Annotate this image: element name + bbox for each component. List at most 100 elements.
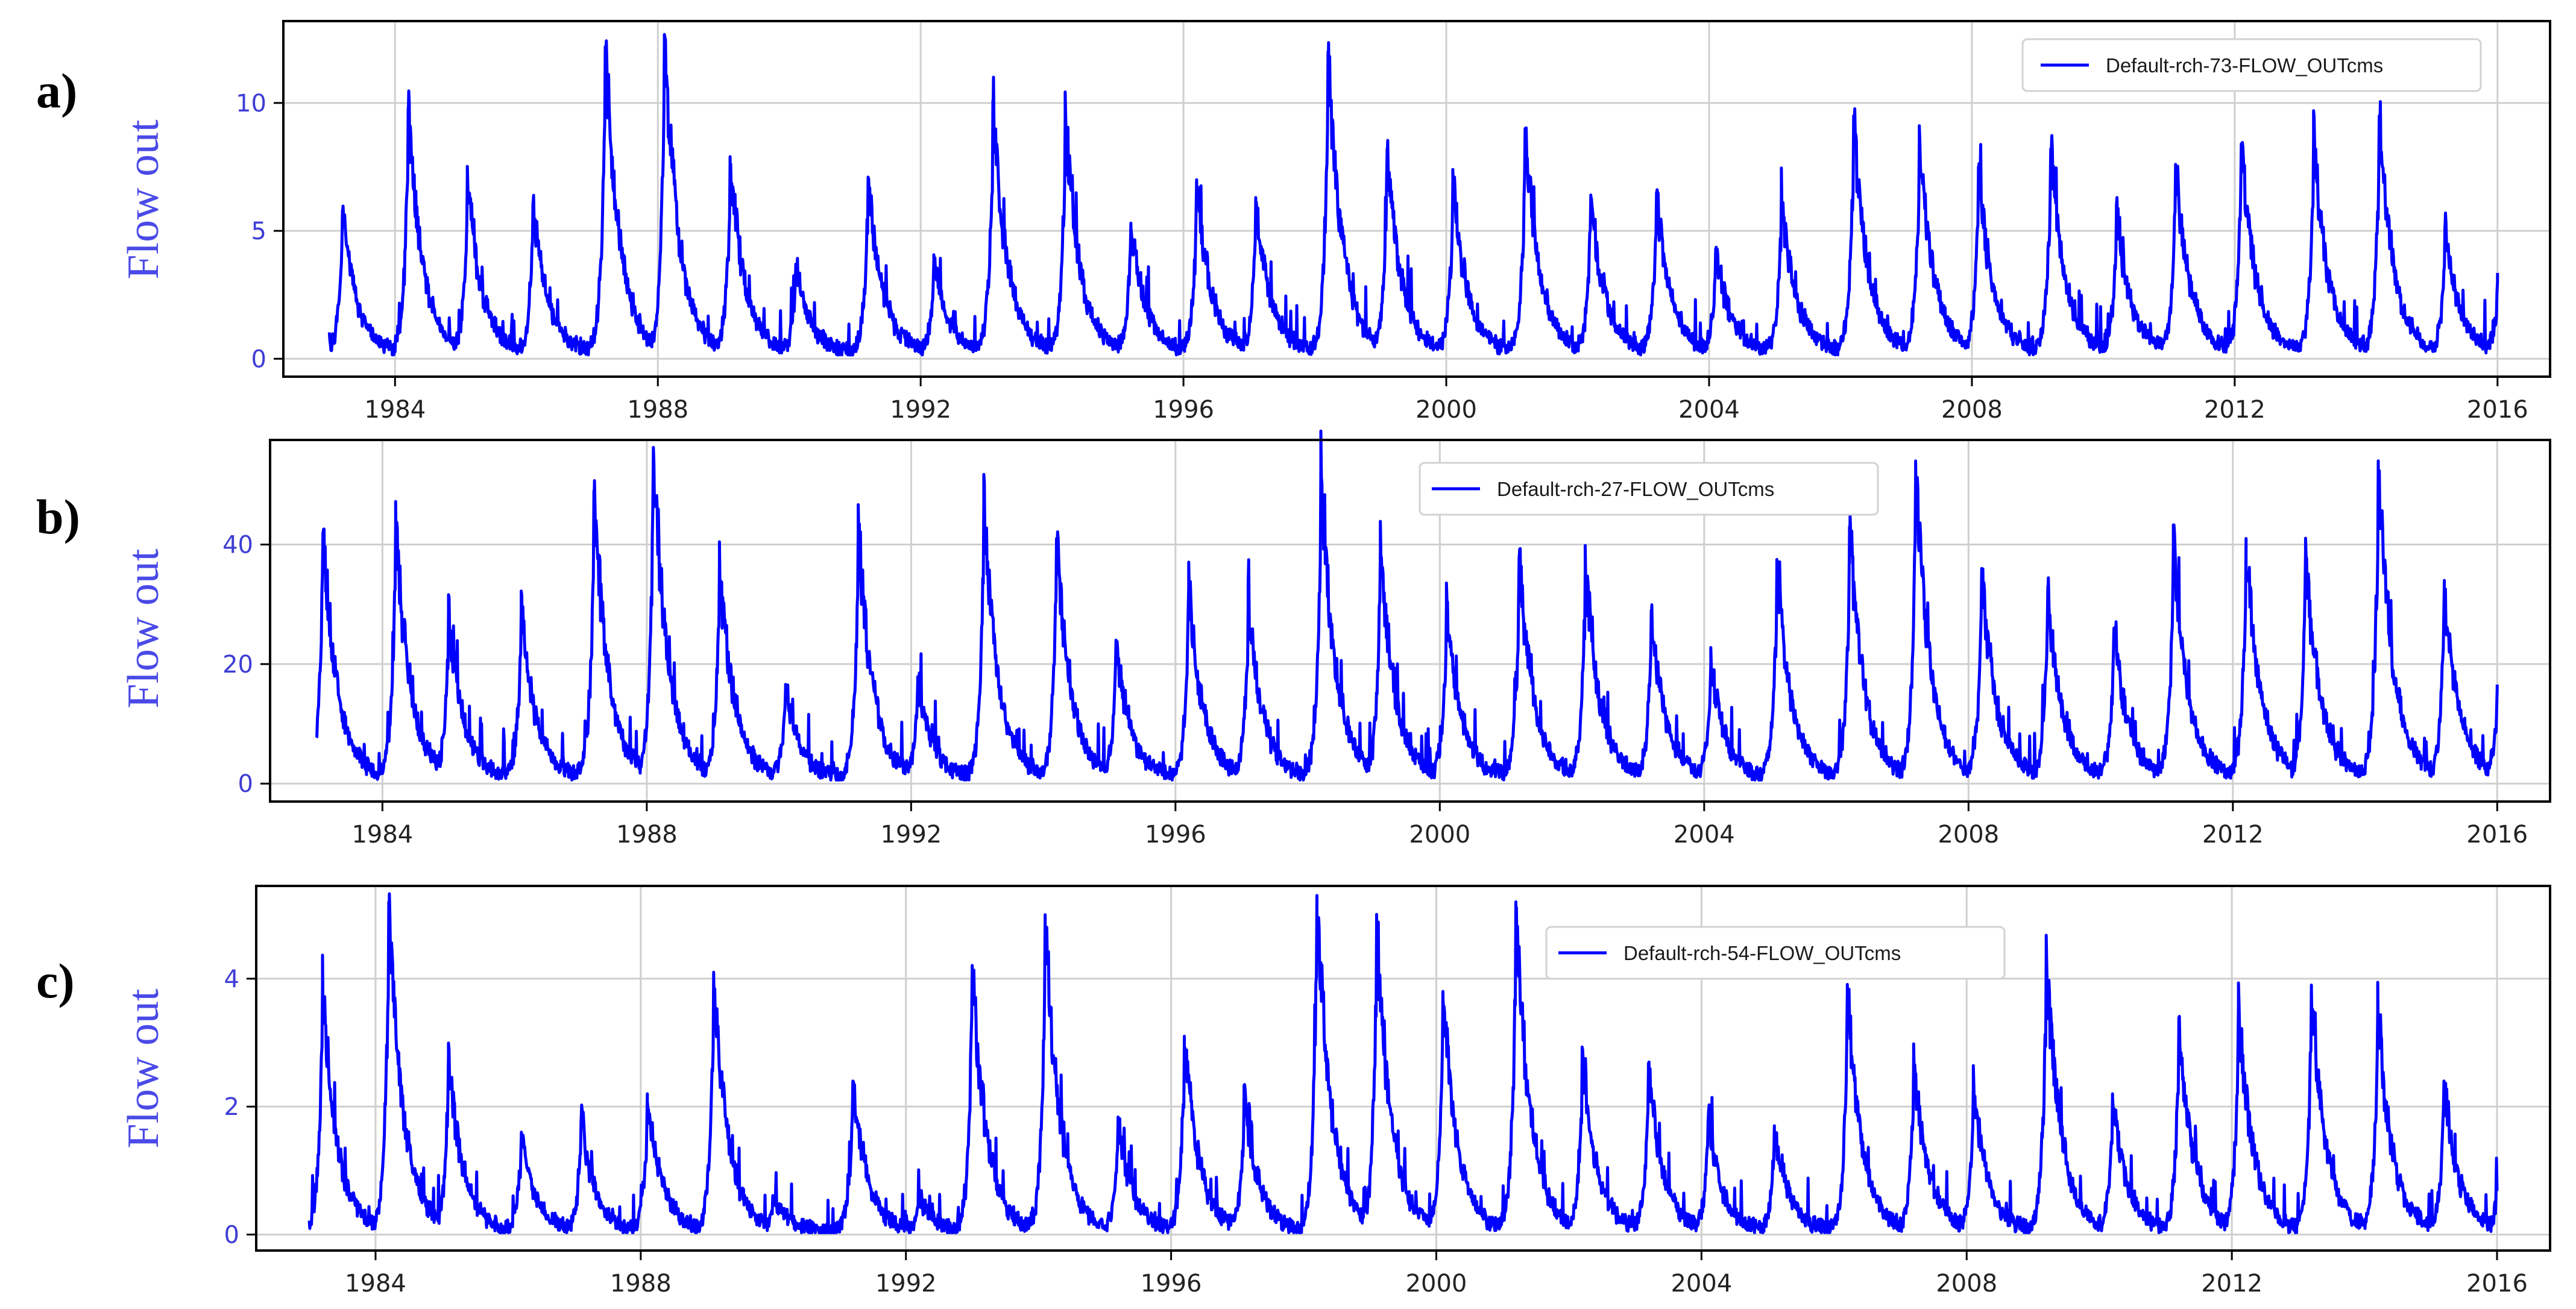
data-point xyxy=(1972,1086,1974,1088)
y-tick-label: 0 xyxy=(238,770,253,798)
data-point xyxy=(852,1080,854,1082)
data-point xyxy=(604,45,606,48)
x-tick-label: 2016 xyxy=(2466,1270,2528,1298)
data-point xyxy=(2313,135,2315,137)
data-point xyxy=(2240,143,2243,145)
data-point xyxy=(1379,549,1382,551)
data-point xyxy=(1056,538,1058,540)
data-point xyxy=(663,35,666,37)
x-tick-label: 2016 xyxy=(2466,821,2528,849)
series-line xyxy=(307,892,2499,1234)
x-tick-label: 2004 xyxy=(1678,396,1740,424)
data-point xyxy=(2443,1080,2445,1082)
data-point xyxy=(992,99,994,102)
data-point xyxy=(1514,901,1517,903)
legend-box xyxy=(2021,38,2482,92)
data-point xyxy=(388,901,390,903)
data-point xyxy=(2045,952,2047,954)
data-point xyxy=(2237,1003,2240,1005)
data-point xyxy=(1195,178,1198,181)
data-point xyxy=(2115,209,2118,212)
data-point xyxy=(1044,914,1047,916)
x-tick-label: 2012 xyxy=(2201,1270,2263,1298)
data-point xyxy=(1115,639,1117,641)
data-point xyxy=(918,1195,921,1198)
legend-box xyxy=(1419,462,1879,516)
data-point xyxy=(1524,127,1526,130)
data-point xyxy=(1710,663,1712,665)
data-point xyxy=(520,1131,523,1134)
series-line xyxy=(315,429,2499,782)
data-point xyxy=(1915,472,1917,474)
data-point xyxy=(1183,1035,1186,1037)
x-tick-label: 2004 xyxy=(1674,821,1735,849)
y-axis-label: Flow out xyxy=(119,548,168,709)
data-point xyxy=(1064,115,1066,117)
x-tick-label: 1992 xyxy=(875,1270,937,1298)
data-point xyxy=(1647,1067,1649,1069)
series-line xyxy=(327,33,2499,357)
data-point xyxy=(646,1093,649,1095)
data-point xyxy=(532,201,534,204)
data-point xyxy=(2310,984,2313,987)
x-tick-label: 1984 xyxy=(364,396,426,424)
x-tick-label: 2008 xyxy=(1941,396,2003,424)
data-point xyxy=(971,965,974,967)
data-point xyxy=(2178,1022,2180,1025)
x-tick-label: 2000 xyxy=(1409,821,1470,849)
y-tick-label: 4 xyxy=(224,965,239,993)
x-tick-label: 2000 xyxy=(1406,1270,1467,1298)
x-tick-label: 1988 xyxy=(627,396,688,424)
data-point xyxy=(867,176,869,178)
data-point xyxy=(1581,1054,1583,1056)
data-point xyxy=(1243,1093,1245,1095)
y-tick-label: 2 xyxy=(224,1093,239,1121)
data-point xyxy=(2443,579,2446,582)
data-point xyxy=(1386,148,1388,150)
panel-label: c) xyxy=(36,953,75,1008)
x-tick-label: 2008 xyxy=(1936,1270,1997,1298)
data-point xyxy=(1650,609,1652,612)
data-point xyxy=(2050,148,2052,150)
y-tick-label: 40 xyxy=(222,532,253,559)
y-tick-label: 0 xyxy=(251,345,266,373)
data-point xyxy=(1584,567,1587,570)
x-tick-label: 2012 xyxy=(2204,396,2266,424)
plot-area: 1984 1988 1992 1996 2000 2004 2008 2012 2016 0 20 4… xyxy=(222,429,2551,849)
data-point xyxy=(520,609,523,612)
data-point xyxy=(466,176,468,178)
x-tick-label: 2000 xyxy=(1416,396,1477,424)
data-point xyxy=(593,489,595,492)
x-tick-label: 2012 xyxy=(2202,821,2264,849)
panel-a: a) Flow out 1984 1988 1992 1996 2000 2004 2008… xyxy=(36,20,2551,424)
legend-box xyxy=(1545,926,2006,980)
data-point xyxy=(857,526,860,528)
x-tick-label: 1988 xyxy=(610,1270,672,1298)
x-tick-label: 1988 xyxy=(616,821,678,849)
data-point xyxy=(1912,1054,1915,1056)
data-point xyxy=(2245,538,2247,540)
y-tick-label: 20 xyxy=(222,651,253,679)
panel-c: c) Flow out 1984 1988 1992 1996 2000 2004 2008… xyxy=(36,885,2551,1298)
data-point xyxy=(2378,115,2381,117)
x-tick-label: 2016 xyxy=(2467,396,2528,424)
data-point xyxy=(1780,191,1783,193)
data-point xyxy=(1977,166,1980,168)
data-point xyxy=(1715,248,1717,250)
data-point xyxy=(2172,544,2174,546)
data-point xyxy=(2444,225,2446,227)
data-point xyxy=(2111,1093,2114,1095)
data-point xyxy=(983,501,985,504)
data-point xyxy=(394,520,397,522)
data-point xyxy=(718,561,720,563)
data-point xyxy=(729,155,731,158)
data-point xyxy=(341,209,344,212)
data-point xyxy=(2304,549,2307,551)
data-point xyxy=(2112,627,2115,629)
panel-b: b) Flow out 1984 1988 1992 1996 2000 2004 2008… xyxy=(36,429,2551,849)
y-axis-label: Flow out xyxy=(119,119,168,280)
data-point xyxy=(1775,567,1778,570)
data-point xyxy=(1848,526,1851,528)
data-point xyxy=(713,971,715,973)
